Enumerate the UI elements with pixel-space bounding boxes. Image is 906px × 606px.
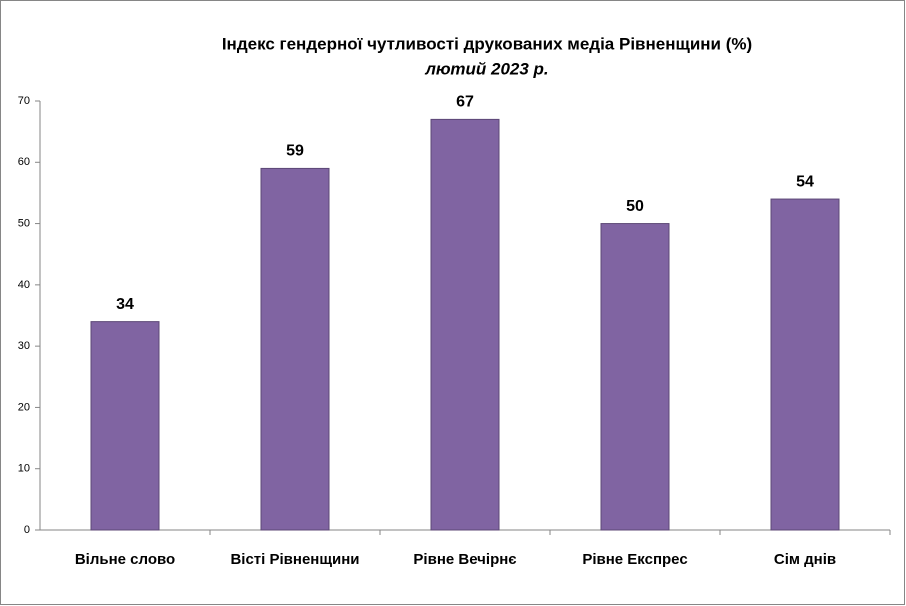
bar — [260, 167, 330, 531]
x-tick-label: Сім днів — [774, 551, 836, 568]
y-tick-label: 20 — [18, 401, 30, 413]
value-label: 34 — [116, 296, 134, 313]
chart-title: Індекс гендерної чутливості друкованих м… — [222, 34, 752, 53]
x-tick-label: Рівне Вечірнє — [413, 551, 516, 568]
value-label: 59 — [286, 143, 304, 160]
bar — [90, 321, 160, 531]
y-tick-label: 0 — [24, 524, 30, 536]
y-tick-label: 50 — [18, 217, 30, 229]
y-tick-label: 60 — [18, 156, 30, 168]
x-tick-label: Вісті Рівненщини — [230, 551, 359, 568]
y-tick-label: 10 — [18, 463, 30, 475]
y-tick-label: 40 — [18, 279, 30, 291]
y-tick-label: 30 — [18, 340, 30, 352]
bar — [770, 198, 840, 531]
value-label: 50 — [626, 198, 644, 215]
chart-subtitle: лютий 2023 р. — [424, 59, 548, 78]
bar — [600, 223, 670, 531]
x-tick-label: Рівне Експрес — [582, 551, 687, 568]
x-tick-label: Вільне слово — [75, 551, 175, 568]
value-label: 54 — [796, 173, 814, 190]
y-tick-label: 70 — [18, 95, 30, 107]
value-label: 67 — [456, 94, 474, 111]
bar — [430, 118, 500, 531]
